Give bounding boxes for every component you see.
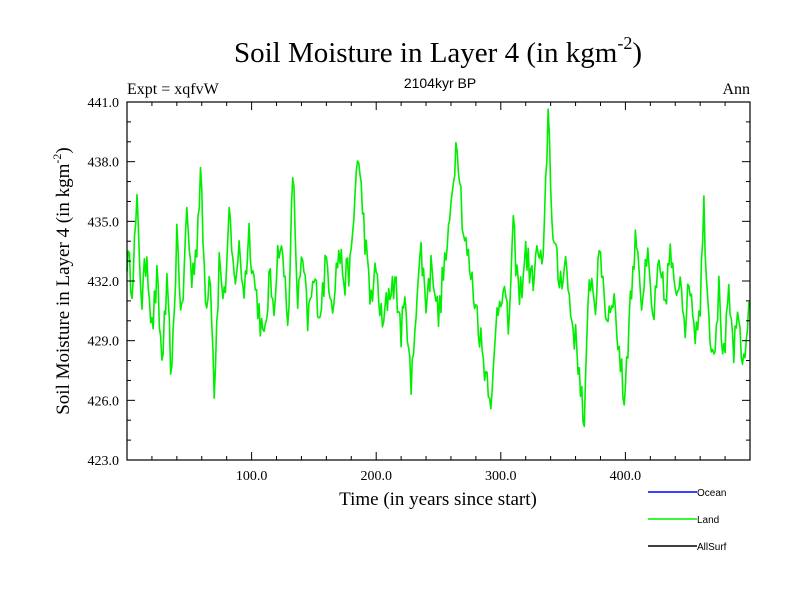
axis-ticks: 100.0 200.0 300.0 400.0 423.0 426.0 429.0 432.0… [88,96,750,484]
y-tick-label: 435.0 [88,215,120,230]
x-tick-label: 300.0 [485,469,517,484]
chart-title-close: ) [632,37,642,69]
y-axis-label-superscript: -2 [50,154,64,164]
plot-data-layer [126,108,751,428]
chart-title-superscript: -2 [617,33,632,53]
series-line-land [126,108,751,428]
y-axis-label-close: ) [53,147,74,153]
y-axis-label: Soil Moisture in Layer 4 (in kgm-2) [50,147,74,415]
x-axis-label: Time (in years since start) [339,489,537,510]
y-tick-label: 432.0 [88,275,120,290]
legend: Ocean Land AllSurf [648,488,727,553]
chart-title: Soil Moisture in Layer 4 (in kgm-2) [234,33,642,69]
x-tick-label: 400.0 [610,469,642,484]
y-tick-label: 429.0 [88,335,120,350]
season-label: Ann [722,81,750,98]
x-tick-label: 200.0 [360,469,392,484]
y-tick-label: 426.0 [88,394,120,409]
x-tick-label: 100.0 [236,469,268,484]
y-tick-label: 438.0 [88,156,120,171]
y-tick-label: 441.0 [88,96,120,111]
legend-label-land: Land [697,515,719,526]
legend-label-allsurf: AllSurf [697,542,727,553]
y-tick-label: 423.0 [88,454,120,469]
legend-label-ocean: Ocean [697,488,726,499]
experiment-label: Expt = xqfvW [127,81,220,98]
chart-subtitle: 2104kyr BP [404,75,476,91]
